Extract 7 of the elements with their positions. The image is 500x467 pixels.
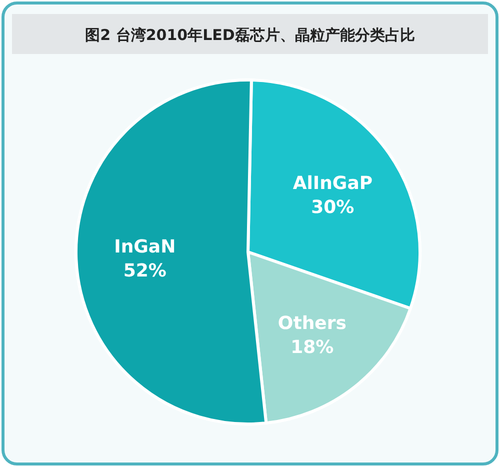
slice-label: Others: [278, 312, 346, 334]
slice-label: AlInGaP: [292, 173, 373, 194]
data-label: 52%: [123, 260, 166, 282]
data-label: 18%: [290, 336, 334, 358]
data-label: 30%: [311, 197, 354, 218]
slice-label: InGaN: [114, 236, 176, 258]
chart-title: 图2 台湾2010年LED磊芯片、晶粒产能分类占比: [85, 26, 415, 44]
